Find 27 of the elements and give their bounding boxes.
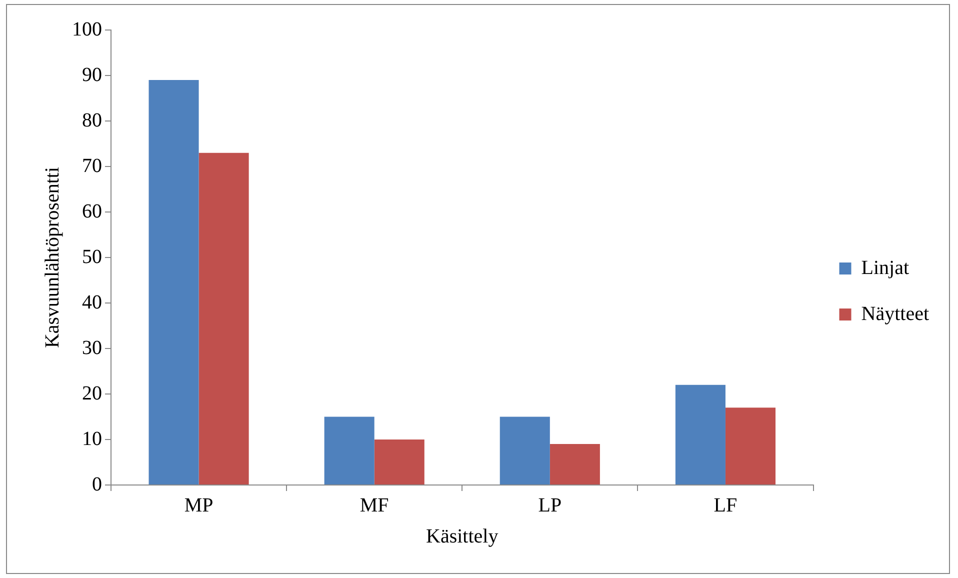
y-tick-label: 60	[82, 200, 102, 222]
legend-label: Linjat	[861, 256, 910, 279]
y-tick-label: 70	[82, 154, 102, 177]
y-tick-label: 20	[82, 382, 102, 404]
x-tick-label: LP	[538, 494, 562, 516]
bar	[500, 416, 550, 484]
x-tick-label: LF	[714, 494, 738, 516]
legend-label: Näytteet	[861, 302, 930, 325]
y-tick-label: 30	[82, 336, 102, 359]
bar	[148, 80, 199, 484]
bar	[198, 152, 249, 484]
y-tick-label: 50	[82, 246, 102, 268]
bar	[550, 444, 600, 484]
x-tick-label: MF	[360, 494, 389, 516]
y-tick-label: 100	[72, 18, 102, 40]
x-tick-label: MP	[184, 494, 214, 516]
bar	[374, 440, 424, 484]
y-axis-title: Kasvuunlähtöprosentti	[41, 166, 64, 348]
y-tick-label: 0	[92, 473, 102, 496]
y-tick-label: 90	[82, 64, 102, 86]
bar	[675, 384, 726, 484]
y-tick-label: 40	[82, 291, 102, 314]
y-tick-label: 10	[82, 428, 102, 450]
x-axis-title: Käsittely	[426, 525, 498, 548]
bar	[725, 408, 776, 484]
bar	[324, 416, 374, 484]
y-tick-label: 80	[82, 109, 102, 132]
